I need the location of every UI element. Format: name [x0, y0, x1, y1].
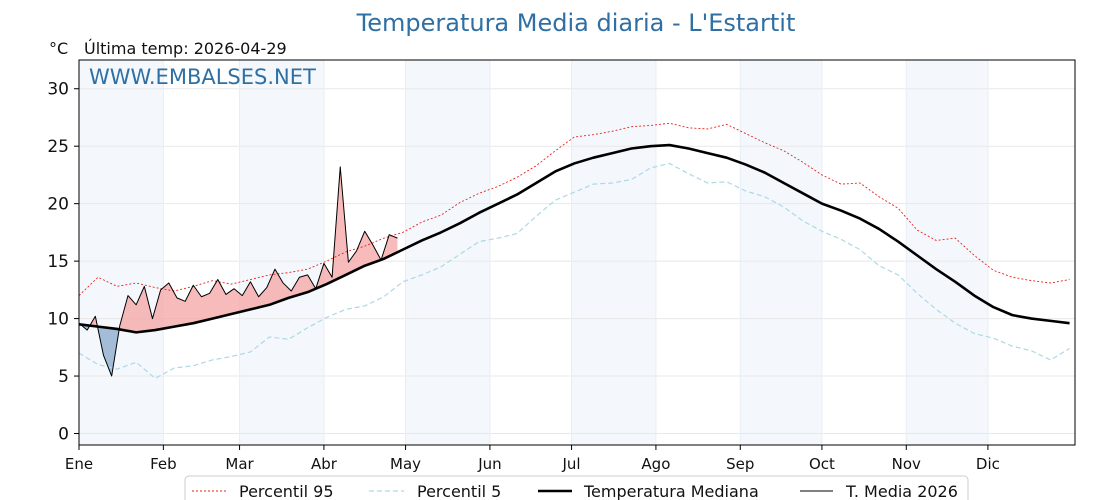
p95-line [78, 122, 1070, 296]
x-tick-label: Ago [641, 455, 670, 473]
median-line [78, 143, 1070, 334]
y-tick-label: 20 [47, 195, 69, 215]
legend-label-2026: T. Media 2026 [845, 482, 958, 500]
legend-label-p95: Percentil 95 [239, 482, 334, 500]
chart-title: Temperatura Media diaria - L'Estartit [356, 9, 796, 37]
y-tick-label: 10 [47, 310, 69, 330]
y-tick-label: 5 [58, 367, 69, 387]
month-band [906, 60, 988, 445]
warm-anomaly-area [118, 166, 380, 334]
unit-label: °C [49, 39, 68, 58]
legend-label-median: Temperatura Mediana [583, 482, 759, 500]
p5-line [78, 162, 1070, 379]
current-year-line [78, 166, 398, 377]
y-tick-label: 30 [47, 80, 69, 100]
y-tick-label: 25 [47, 137, 69, 157]
watermark: WWW.EMBALSES.NET [89, 65, 316, 89]
x-tick-label: Ene [65, 455, 93, 473]
month-band [405, 60, 490, 445]
x-tick-label: May [390, 455, 421, 473]
month-band [79, 60, 164, 445]
month-bands [79, 60, 988, 445]
grid-lines [78, 60, 1075, 445]
x-tick-label: Sep [726, 455, 754, 473]
last-temp-label: Última temp: 2026-04-29 [84, 39, 287, 58]
y-axis-ticks: 0 5 10 15 20 25 30 [47, 80, 79, 445]
x-tick-label: Jun [477, 455, 501, 473]
anomaly-fills [79, 166, 398, 377]
x-axis-ticks: Ene Feb Mar Abr May Jun Jul Ago Sep Oct Nov Dic [65, 445, 1000, 473]
x-tick-label: Mar [225, 455, 254, 473]
x-tick-label: Feb [150, 455, 177, 473]
x-tick-label: Nov [892, 455, 921, 473]
month-band [571, 60, 656, 445]
legend-label-p5: Percentil 5 [417, 482, 501, 500]
x-tick-label: Dic [976, 455, 1000, 473]
x-tick-label: Abr [311, 455, 338, 473]
series-lines [78, 122, 1070, 379]
month-band [740, 60, 822, 445]
legend-box [184, 475, 969, 500]
legend: Percentil 95 Percentil 5 Temperatura Med… [184, 475, 969, 500]
x-tick-label: Jul [562, 455, 581, 473]
cold-anomaly-area [96, 322, 119, 377]
month-band [239, 60, 324, 445]
y-tick-label: 15 [47, 252, 69, 272]
plot-frame [78, 59, 1076, 446]
y-tick-label: 0 [58, 425, 69, 445]
x-tick-label: Oct [809, 455, 835, 473]
